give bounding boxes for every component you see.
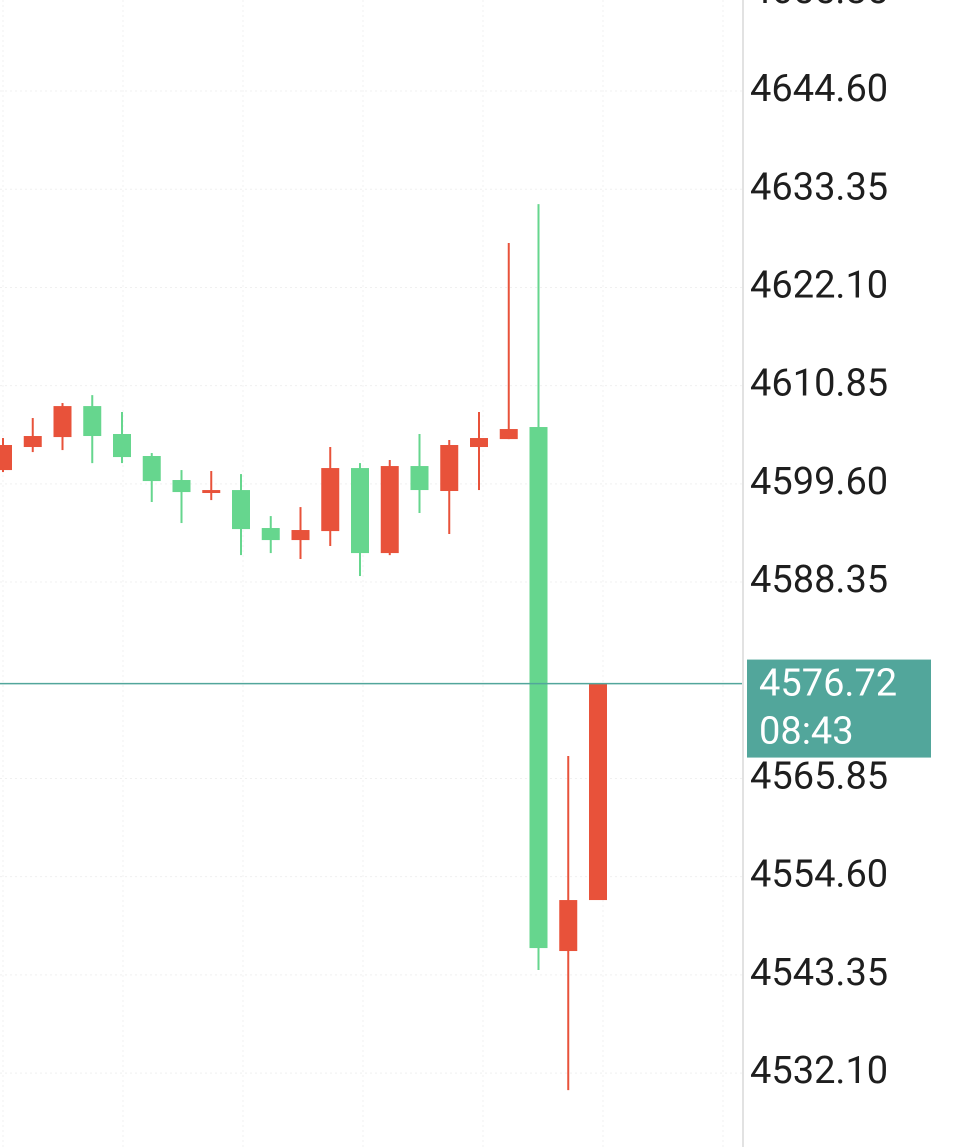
candle-body <box>142 456 161 482</box>
y-tick-label: 4565.85 <box>750 754 888 798</box>
y-tick-label: 4633.35 <box>750 165 888 209</box>
y-tick-label: 4644.60 <box>750 67 888 111</box>
countdown-label: 08:43 <box>759 710 854 754</box>
candle-body <box>380 466 399 554</box>
y-tick-label: 4543.35 <box>750 951 888 995</box>
candle-body <box>470 438 488 448</box>
candle-body <box>261 528 280 541</box>
candle-body <box>232 490 250 530</box>
candle-body <box>589 683 607 901</box>
y-tick-label: 4588.35 <box>750 558 888 602</box>
candle-body <box>172 480 191 493</box>
candle-body <box>113 434 131 458</box>
current-price-label: 4576.72 <box>759 662 897 706</box>
current-price-box <box>747 659 931 758</box>
y-tick-label: 4655.85 <box>750 0 888 13</box>
candle-body <box>321 468 340 532</box>
candle-body <box>410 466 429 491</box>
price-axis: 4655.85 4644.60 4633.35 4622.10 4610.85 4599.… <box>747 0 931 1093</box>
y-tick-label: 4610.85 <box>750 362 888 406</box>
candle-body <box>559 900 578 952</box>
y-tick-label: 4532.10 <box>750 1049 888 1093</box>
candle-body <box>351 468 369 554</box>
y-tick-label: 4622.10 <box>750 263 888 307</box>
candle-body <box>499 429 518 440</box>
candle-body <box>53 406 72 438</box>
candle-body <box>440 445 459 492</box>
candle-body <box>83 406 102 437</box>
plot <box>0 204 743 1091</box>
grid <box>0 0 743 1147</box>
candle-body <box>23 436 42 448</box>
candle-body <box>529 427 548 949</box>
candle-body <box>291 530 310 541</box>
y-tick-label: 4554.60 <box>750 853 888 897</box>
y-tick-label: 4599.60 <box>750 460 888 504</box>
candle-body <box>202 490 221 494</box>
candle-body <box>0 445 12 471</box>
